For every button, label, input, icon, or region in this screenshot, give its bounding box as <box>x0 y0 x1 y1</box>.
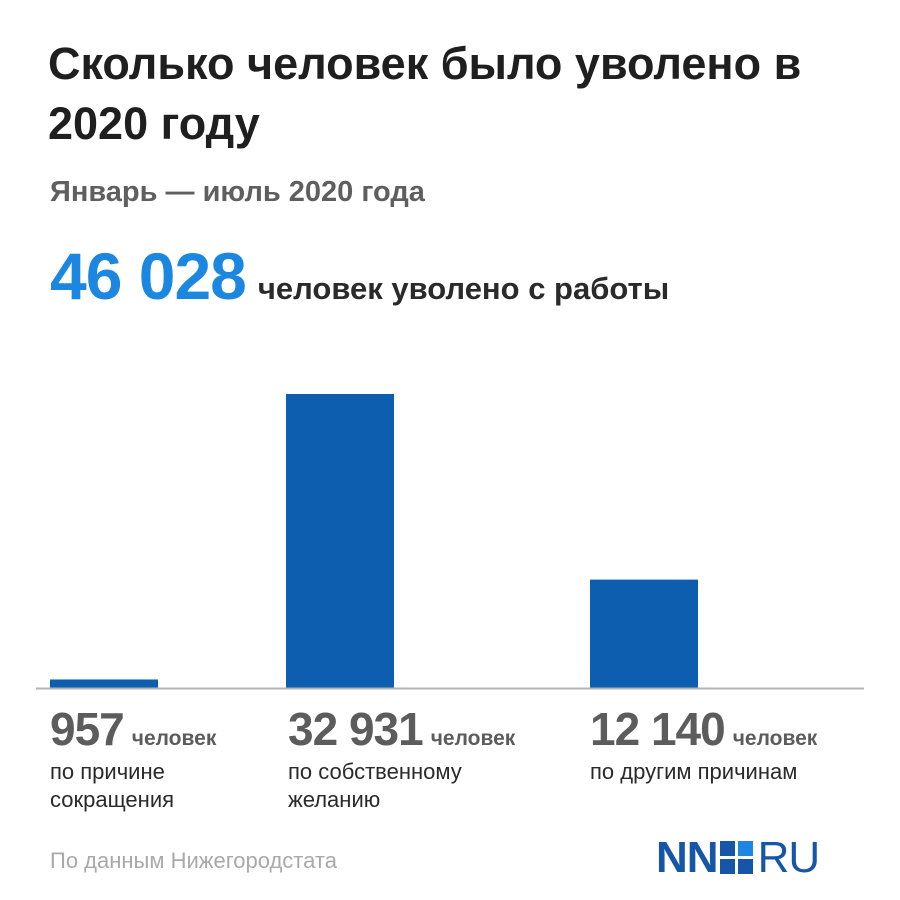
bar-1 <box>50 679 158 688</box>
bar-description-line: по другим причинам <box>590 759 798 784</box>
bar-description: по собственному желанию <box>288 758 515 814</box>
bar-2 <box>286 394 394 688</box>
headline-text: человек уволено с работы <box>257 271 670 306</box>
headline-total: 46 028 <box>50 239 247 313</box>
bar-value-label: 957 <box>50 703 125 755</box>
bar-description-line: по собственному <box>288 759 462 784</box>
logo-square-icon <box>719 841 754 875</box>
bar-unit-label: человек <box>732 727 818 750</box>
source-note: По данным Нижегородстата <box>50 848 337 873</box>
bar-description-line: по причине <box>50 759 165 784</box>
bar-unit-label: человек <box>131 727 217 750</box>
bar-description: по другим причинам <box>590 758 817 786</box>
bar-description: по причине сокращения <box>50 758 216 814</box>
bar-unit-label: человек <box>430 727 516 750</box>
logo-text-left: NN <box>656 833 719 882</box>
bar-label-2: 32 931 человек по собственному желанию <box>288 702 515 814</box>
bar-description-line: желанию <box>288 787 381 812</box>
bar-value-label: 32 931 <box>288 703 424 755</box>
nn-ru-logo: NN RU <box>656 833 821 882</box>
bar-description-line: сокращения <box>50 787 175 812</box>
bar-label-1: 957 человек по причине сокращения <box>50 702 216 814</box>
chart-title: Сколько человек было уволено в 2020 году <box>48 38 802 149</box>
bar-value-label: 12 140 <box>590 703 726 755</box>
logo-text-right: RU <box>757 833 821 882</box>
headline: 46 028 человек уволено с работы <box>50 238 669 314</box>
bar-3 <box>590 579 698 688</box>
bar-label-3: 12 140 человек по другим причинам <box>590 702 817 786</box>
chart-subtitle: Январь — июль 2020 года <box>50 176 425 208</box>
